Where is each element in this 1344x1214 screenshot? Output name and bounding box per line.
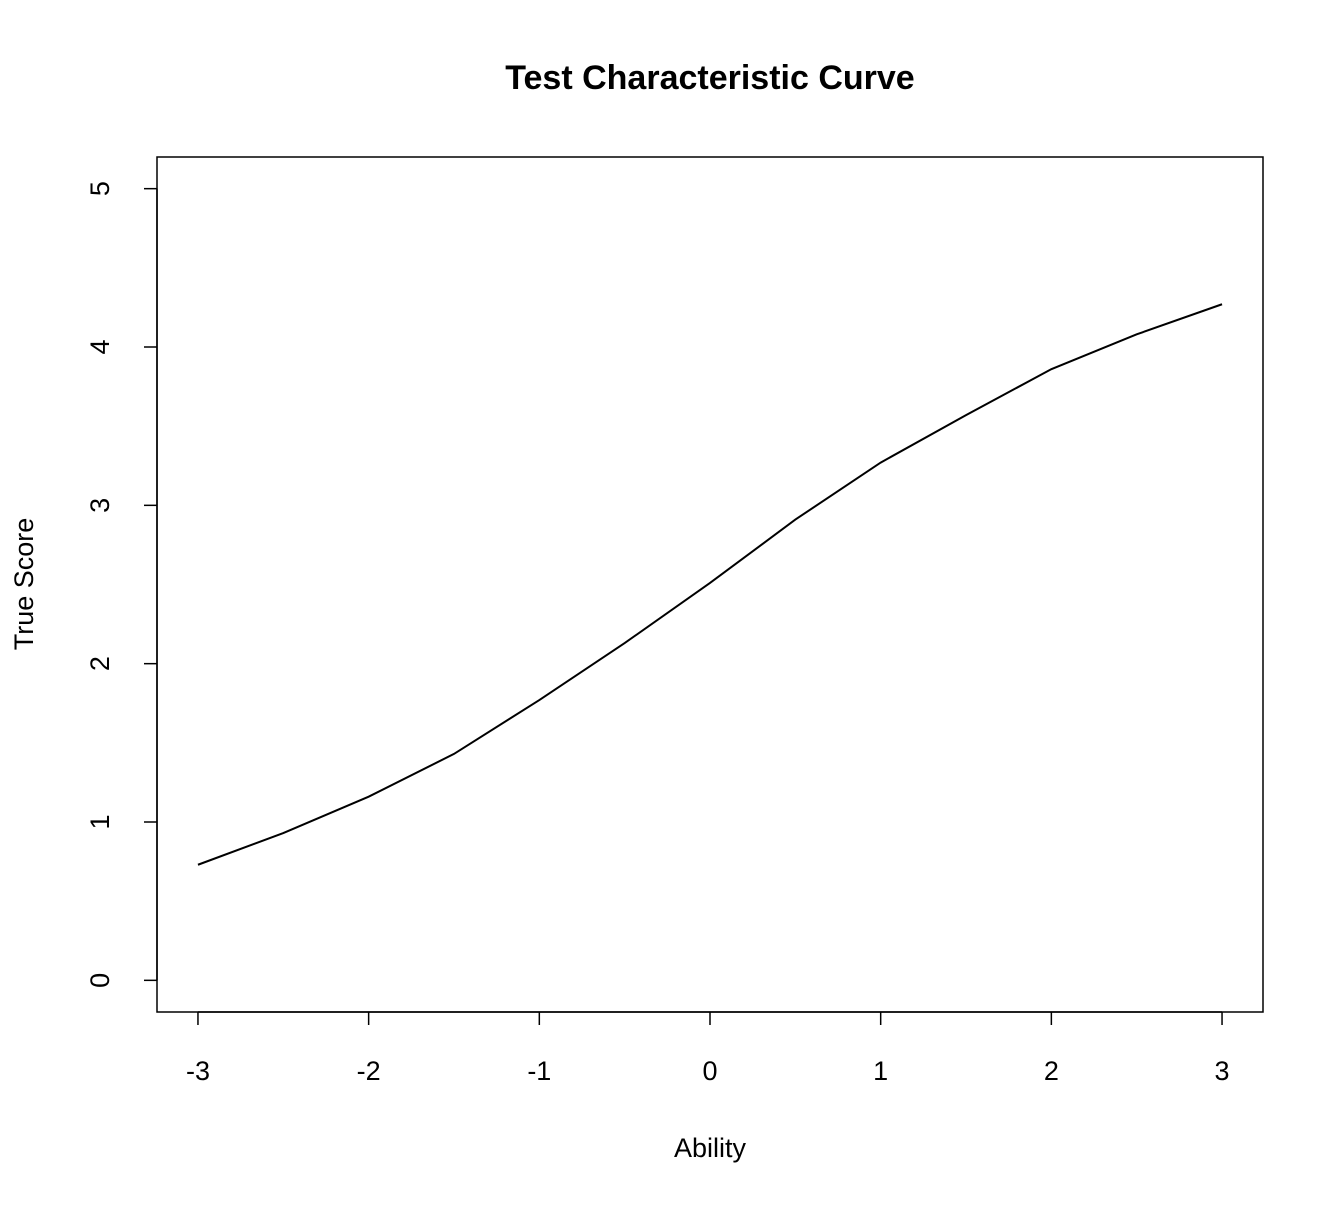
y-tick-label: 3	[85, 498, 115, 513]
chart-title: Test Characteristic Curve	[505, 59, 914, 97]
y-axis-label: True Score	[9, 518, 39, 651]
x-tick-label: 0	[702, 1056, 717, 1086]
y-tick-label: 5	[85, 181, 115, 196]
x-tick-label: 3	[1215, 1056, 1230, 1086]
x-tick-label: -3	[186, 1056, 210, 1086]
curve	[197, 303, 1223, 866]
y-tick-label: 2	[85, 656, 115, 671]
x-axis-label: Ability	[674, 1133, 747, 1163]
y-tick-label: 0	[85, 973, 115, 988]
plot-box	[156, 156, 1264, 1013]
y-tick-label: 4	[85, 339, 115, 354]
x-tick-label: -1	[527, 1056, 551, 1086]
x-tick-label: -2	[357, 1056, 381, 1086]
y-tick-label: 1	[85, 814, 115, 829]
x-tick-label: 1	[873, 1056, 888, 1086]
x-tick-label: 2	[1044, 1056, 1059, 1086]
